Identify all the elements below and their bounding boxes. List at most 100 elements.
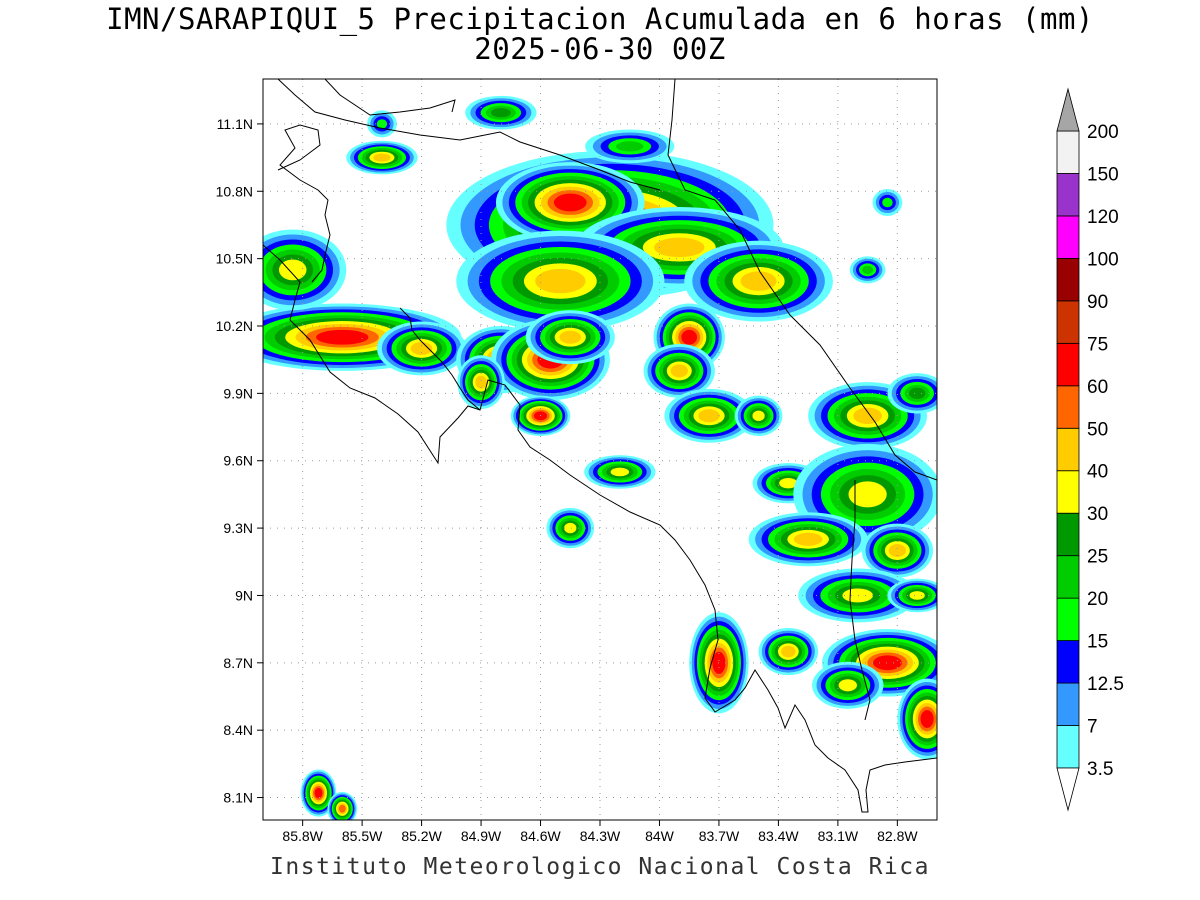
rain-contour — [654, 237, 705, 258]
rain-contour — [278, 259, 307, 281]
colorbar-label: 90 — [1087, 292, 1108, 313]
coastline — [263, 79, 937, 813]
rain-cell — [812, 661, 884, 709]
colorbar-label: 150 — [1087, 164, 1119, 185]
colorbar-swatch — [1056, 640, 1080, 684]
rain-contour — [873, 655, 902, 671]
colorbar-label: 7 — [1087, 717, 1098, 738]
colorbar-label: 30 — [1087, 504, 1108, 525]
rain-cell — [346, 140, 418, 175]
colorbar-swatch — [1056, 385, 1080, 429]
colorbar-swatch — [1056, 682, 1080, 726]
colorbar-swatch — [1056, 427, 1080, 472]
rain-contour — [862, 265, 874, 274]
rain-contour — [475, 375, 487, 389]
rain-contour — [842, 588, 873, 603]
colorbar-swatch — [1056, 555, 1080, 599]
colorbar-label: 12.5 — [1087, 674, 1124, 695]
coastline-north — [277, 79, 661, 191]
lat-tick-label: 10.8N — [216, 183, 253, 199]
rain-contour — [314, 787, 323, 799]
rain-contour — [553, 193, 587, 212]
colorbar-swatch — [1056, 512, 1080, 557]
rain-cell — [263, 229, 347, 311]
border-panama — [849, 480, 871, 721]
rain-contour — [681, 329, 698, 345]
rain-contour — [338, 804, 346, 813]
lon-tick-label: 84.3W — [580, 828, 621, 844]
coastline-lake — [324, 79, 456, 116]
lon-tick-label: 83.4W — [758, 828, 799, 844]
colorbar-label: 40 — [1087, 462, 1108, 483]
rain-cell — [887, 578, 937, 613]
rain-contour — [888, 544, 906, 558]
rain-field — [263, 95, 937, 820]
rain-cell — [457, 355, 505, 410]
rain-cell — [525, 310, 615, 365]
lat-tick-label: 9.9N — [223, 385, 253, 401]
colorbar-swatch — [1056, 470, 1080, 514]
colorbar-top-arrow — [1056, 87, 1080, 132]
colorbar: 3.5 7 12.5 15 20 25 30 40 50 60 75 90 100 120 150 200 — [1056, 87, 1124, 812]
rain-contour — [781, 645, 796, 658]
colorbar-label: 25 — [1087, 547, 1108, 568]
chart-subtitle: 2025-06-30 00Z — [474, 32, 726, 66]
rain-contour — [838, 679, 857, 692]
rain-cell — [367, 110, 397, 138]
colorbar-swatch — [1056, 173, 1080, 217]
coastline-guanacaste — [277, 124, 331, 283]
colorbar-label: 3.5 — [1087, 759, 1113, 780]
colorbar-swatch — [1056, 215, 1080, 259]
rain-cell — [748, 512, 868, 567]
colorbar-label: 120 — [1087, 207, 1119, 228]
rain-contour — [670, 364, 688, 378]
colorbar-swatch — [1056, 725, 1080, 769]
colorbar-label: 75 — [1087, 334, 1108, 355]
lon-tick-label: 85.8W — [282, 828, 323, 844]
rain-contour — [793, 532, 823, 546]
rain-cell — [664, 388, 754, 443]
rain-cell — [798, 568, 918, 623]
lat-tick-label: 9N — [235, 587, 253, 603]
rain-cell — [465, 95, 537, 130]
colorbar-label: 20 — [1087, 589, 1108, 610]
rain-contour — [882, 197, 893, 208]
lon-tick-label: 84.9W — [461, 828, 502, 844]
rain-cell — [849, 256, 886, 284]
rain-contour — [853, 407, 882, 424]
rain-contour — [908, 387, 926, 399]
rain-contour — [909, 591, 925, 600]
colorbar-label: 60 — [1087, 377, 1108, 398]
rain-cell — [643, 343, 715, 398]
footer-credit: Instituto Meteorologico Nacional Costa R… — [270, 854, 930, 880]
coastline-nicoya — [399, 307, 481, 411]
rain-contour — [848, 481, 887, 508]
colorbar-swatch — [1056, 300, 1080, 344]
rain-cell — [861, 523, 934, 578]
colorbar-label: 15 — [1087, 632, 1108, 653]
lat-tick-label: 9.6N — [223, 453, 253, 469]
colorbar-swatch — [1056, 342, 1080, 387]
rain-contour — [610, 467, 629, 477]
rain-contour — [740, 271, 777, 291]
rain-contour — [316, 329, 369, 345]
rain-contour — [376, 119, 388, 129]
axes: 85.8W 85.5W 85.2W 84.9W 84.6W 84.3W 84W 83.7W 83… — [216, 116, 919, 844]
lon-tick-label: 84.6W — [520, 828, 561, 844]
colorbar-label: 100 — [1087, 249, 1119, 270]
colorbar-swatch — [1056, 597, 1080, 642]
lon-tick-label: 85.5W — [342, 828, 383, 844]
rain-cell — [897, 678, 937, 760]
lat-tick-label: 10.5N — [216, 251, 253, 267]
coastline-caribbean — [667, 79, 937, 481]
rain-contour — [752, 410, 765, 422]
rain-cell — [584, 455, 656, 489]
lon-tick-label: 82.8W — [877, 828, 918, 844]
rain-contour — [616, 141, 644, 152]
rain-contour — [698, 409, 720, 423]
grid-lines — [263, 79, 937, 820]
lat-tick-label: 9.3N — [223, 520, 253, 536]
lat-tick-label: 8.4N — [223, 722, 253, 738]
coastline-pacific — [263, 244, 937, 813]
